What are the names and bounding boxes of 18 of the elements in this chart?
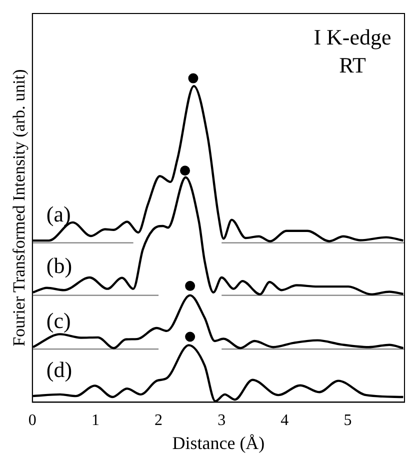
annotation: (c) [46,308,71,333]
x-tick-label: 5 [344,412,352,430]
annotation: (a) [46,201,71,226]
point [185,332,196,342]
point [188,73,198,84]
x-axis-title: Distance (Å) [172,432,265,453]
annotation: (b) [46,253,72,278]
point [185,280,196,291]
x-tick-label: 4 [280,412,289,430]
x-tick-label: 2 [154,412,163,430]
point [180,166,190,176]
x-tick-label: 3 [218,412,226,430]
text: RT [339,52,366,78]
text: I K-edge [314,24,392,50]
y-axis-title: Fourier Transformed Intensity (arb. unit) [10,69,29,346]
x-tick-label: 0 [28,412,36,430]
x-tick-label: 1 [91,412,100,430]
annotation: (d) [46,356,72,382]
